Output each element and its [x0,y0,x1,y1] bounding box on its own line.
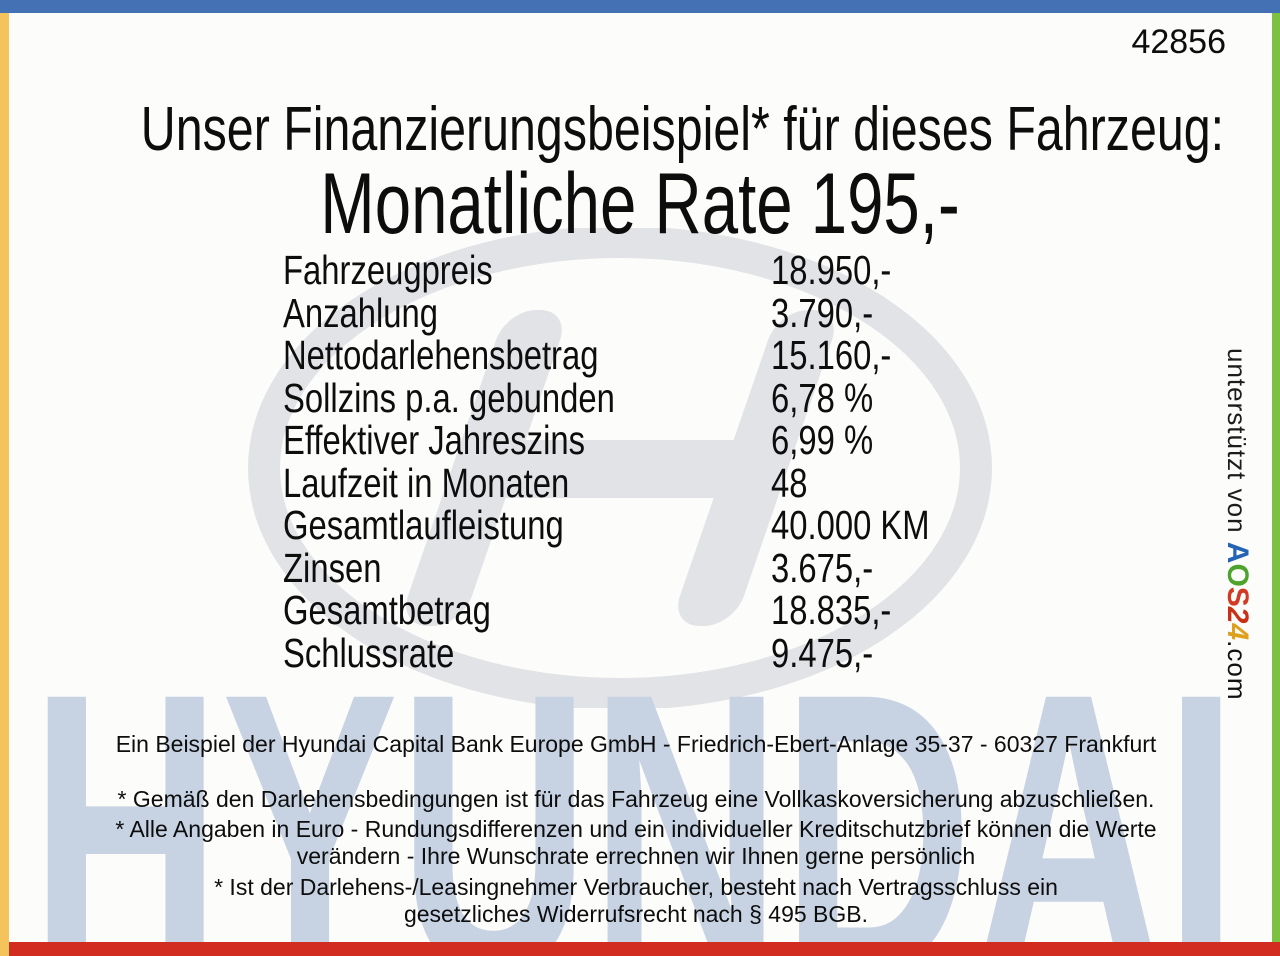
aos24-letter-s: S [1221,586,1254,607]
hyundai-logo-watermark [248,228,992,708]
row-label: Zinsen [283,544,382,591]
row-value: 18.950,- [771,247,892,293]
row-label: Schlussrate [283,629,455,676]
aos24-letter-2: 2 [1221,606,1254,624]
table-row-value: 6,99 % [771,419,969,462]
row-value: 6,99 % [771,417,874,463]
supported-by-label: unterstützt von [1222,348,1252,542]
row-label: Sollzins p.a. gebunden [283,374,615,421]
table-row-value: 18.835,- [771,589,969,632]
row-value: 3.790,- [771,289,874,336]
row-label: Laufzeit in Monaten [283,459,570,506]
aos-domain-suffix: .com [1222,640,1252,701]
row-label: Gesamtlaufleistung [283,502,564,548]
footnote-withdrawal-right: * Ist der Darlehens-/Leasingnehmer Verbr… [214,874,1058,927]
row-value: 40.000 KM [771,502,930,548]
hyundai-brand-watermark: HYUNDAI [30,680,1238,942]
row-label: Anzahlung [283,289,439,336]
monthly-rate-headline: Monatliche Rate 195,- [320,156,960,252]
table-row-label: Schlussrate [283,629,771,676]
frame-top-bar [0,0,1280,13]
table-row-label: Anzahlung [283,289,771,336]
table-row-label: Nettodarlehensbetrag [283,334,771,377]
row-value: 15.160,- [771,332,892,378]
table-row-value: 6,78 % [771,374,969,421]
table-row-value: 15.160,- [771,334,969,377]
row-value: 3.675,- [771,544,874,591]
table-row-label: Effektiver Jahreszins [283,419,771,462]
row-value: 18.835,- [771,587,892,633]
page-number: 42856 [1131,23,1226,61]
row-value: 6,78 % [771,374,874,421]
frame-left-bar [0,13,9,956]
frame-bottom-bar [9,942,1280,956]
row-label: Fahrzeugpreis [283,247,493,293]
aos24-logo: AOS24 [1221,542,1254,640]
row-label: Nettodarlehensbetrag [283,332,599,378]
aos24-letter-4: 4 [1221,623,1254,641]
footnote-insurance: * Gemäß den Darlehensbedingungen ist für… [117,786,1155,812]
table-row-label: Laufzeit in Monaten [283,459,771,506]
aos24-letter-o: O [1221,563,1254,587]
table-row-value: 3.675,- [771,544,969,591]
hyundai-brand-watermark-text: HYUNDAI [30,680,1238,942]
row-label: Effektiver Jahreszins [283,417,586,463]
frame-right-bar [1272,13,1280,942]
row-label: Gesamtbetrag [283,587,491,633]
table-row-value: 48 [771,459,969,506]
side-credit: unterstützt von AOS24.com [1220,348,1254,701]
table-row-value: 3.790,- [771,289,969,336]
table-row-value: 9.475,- [771,629,969,676]
table-row-label: Gesamtlaufleistung [283,504,771,547]
footnote-euro-values: * Alle Angaben in Euro - Rundungsdiffere… [115,816,1157,869]
table-row-label: Gesamtbetrag [283,589,771,632]
row-value: 9.475,- [771,629,874,676]
table-row-label: Sollzins p.a. gebunden [283,374,771,421]
row-value: 48 [771,459,808,506]
page-title: Unser Finanzierungsbeispiel* für dieses … [140,95,1225,164]
bank-info-line: Ein Beispiel der Hyundai Capital Bank Eu… [115,731,1157,757]
table-row-label: Zinsen [283,544,771,591]
table-row-value: 18.950,- [771,249,969,292]
table-row-label: Fahrzeugpreis [283,249,771,292]
aos24-letter-a: A [1221,541,1254,564]
table-row-value: 40.000 KM [771,504,969,547]
financing-table: Fahrzeugpreis 18.950,- Anzahlung 3.790,-… [283,249,969,674]
